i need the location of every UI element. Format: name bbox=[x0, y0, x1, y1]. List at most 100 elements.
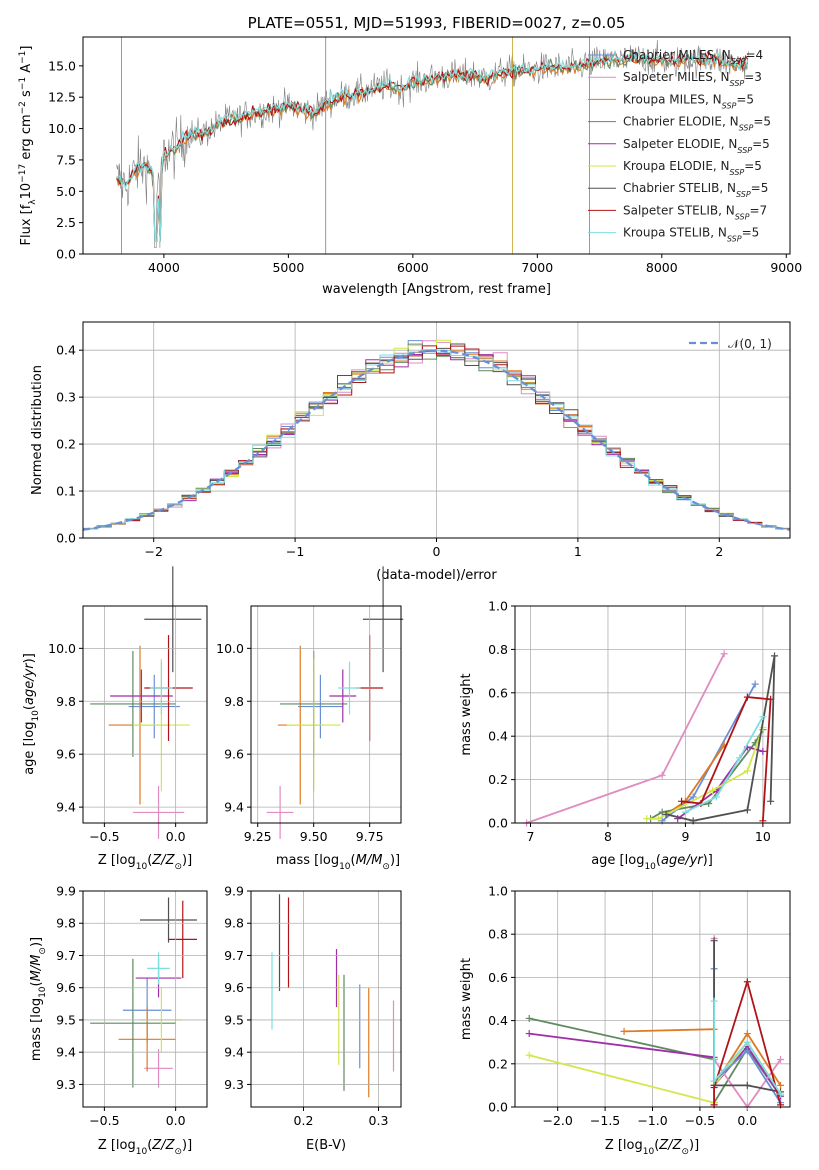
weight-marker bbox=[681, 808, 689, 816]
weight-vs-Z-ytick-label: 1.0 bbox=[488, 884, 508, 899]
age-vs-mass-ytick-label: 9.6 bbox=[224, 747, 244, 762]
age-vs-Z-frame bbox=[82, 605, 208, 824]
normal-legend-label: 𝒩(0, 1) bbox=[728, 337, 772, 351]
spectrum-xtick-label: 9000 bbox=[770, 260, 802, 275]
mass-vs-Z-ytick-label: 9.5 bbox=[56, 1012, 76, 1027]
weight-vs-age-ylabel: mass weight bbox=[459, 673, 474, 755]
age-vs-Z-ytick-label: 9.6 bbox=[56, 747, 76, 762]
legend-label: Salpeter STELIB, NSSP=7 bbox=[623, 203, 767, 221]
spectrum-ytick-label: 0.0 bbox=[56, 247, 76, 262]
spectrum-xlabel: wavelength [Angstrom, rest frame] bbox=[322, 282, 551, 297]
weight-marker bbox=[709, 786, 717, 794]
age-vs-mass-xtick-label: 9.75 bbox=[356, 829, 384, 844]
spectrum-xtick-label: 5000 bbox=[272, 260, 304, 275]
residuals-xtick-label: 1 bbox=[574, 544, 582, 559]
weight-marker bbox=[736, 754, 744, 762]
mass-vs-Z-xtick-label: −0.5 bbox=[89, 1113, 119, 1128]
spectrum-ytick-label: 10.0 bbox=[48, 121, 76, 136]
weight-marker bbox=[620, 1027, 628, 1035]
weight-marker bbox=[712, 793, 720, 801]
weight-vs-age-xtick-label: 7 bbox=[527, 829, 535, 844]
age-vs-mass-ytick-label: 9.4 bbox=[224, 800, 244, 815]
weight-marker bbox=[525, 1014, 533, 1022]
spectrum-frame bbox=[82, 36, 791, 255]
weight-marker bbox=[743, 1081, 751, 1089]
residuals-frame bbox=[82, 321, 791, 539]
weight-marker bbox=[658, 808, 666, 816]
weight-marker bbox=[710, 997, 718, 1005]
weight-vs-Z-xtick-label: −1.0 bbox=[637, 1113, 667, 1128]
weight-marker bbox=[767, 797, 775, 805]
mass-vs-EBV-ytick-label: 9.5 bbox=[224, 1012, 244, 1027]
weight-vs-age-ytick-label: 0.6 bbox=[488, 685, 508, 700]
weight-marker bbox=[525, 1030, 533, 1038]
weight-marker bbox=[710, 1084, 718, 1092]
age-vs-mass-ytick-label: 9.8 bbox=[224, 694, 244, 709]
weight-vs-age-ytick-label: 0.4 bbox=[488, 729, 508, 744]
weight-marker bbox=[662, 810, 670, 818]
spectrum-title: PLATE=0551, MJD=51993, FIBERID=0027, z=0… bbox=[248, 14, 626, 32]
age-vs-mass-ytick-label: 10.0 bbox=[216, 641, 244, 656]
legend-label: Chabrier STELIB, NSSP=5 bbox=[623, 181, 768, 199]
weight-marker bbox=[720, 650, 728, 658]
mass-vs-EBV-frame bbox=[250, 890, 402, 1108]
residuals-ytick-label: 0.4 bbox=[56, 343, 76, 358]
mass-vs-Z-ytick-label: 9.6 bbox=[56, 980, 76, 995]
weight-marker bbox=[710, 1077, 718, 1085]
mass-vs-EBV-ytick-label: 9.8 bbox=[224, 916, 244, 931]
legend-label: Kroupa MILES, NSSP=5 bbox=[623, 92, 754, 110]
weight-vs-Z-frame bbox=[514, 890, 791, 1108]
mass-vs-Z-ylabel: mass [log10(M/M⊙)] bbox=[29, 937, 48, 1061]
residuals-xtick-label: −2 bbox=[144, 544, 162, 559]
weight-marker bbox=[654, 815, 662, 823]
weight-marker bbox=[767, 695, 775, 703]
weight-vs-Z-xtick-label: 0.0 bbox=[737, 1113, 757, 1128]
age-vs-Z-ylabel: age [log10(age/yr)] bbox=[22, 653, 41, 775]
weight-vs-Z-plot-area bbox=[525, 935, 785, 1111]
age-vs-mass-frame bbox=[250, 605, 402, 824]
weight-vs-Z-xtick-label: −2.0 bbox=[542, 1113, 572, 1128]
residuals-ylabel: Normed distribution bbox=[30, 365, 45, 495]
mass-vs-EBV-ytick-label: 9.7 bbox=[224, 948, 244, 963]
weight-vs-Z-xtick-label: −0.5 bbox=[685, 1113, 715, 1128]
mass-vs-EBV-ytick-label: 9.3 bbox=[224, 1077, 244, 1092]
weight-vs-age-xtick-label: 9 bbox=[681, 829, 689, 844]
weight-marker bbox=[743, 767, 751, 775]
mass-vs-Z-ytick-label: 9.8 bbox=[56, 916, 76, 931]
age-vs-Z-ytick-label: 9.8 bbox=[56, 694, 76, 709]
weight-marker bbox=[759, 747, 767, 755]
legend-label: Kroupa STELIB, NSSP=5 bbox=[623, 226, 759, 244]
weight-vs-age-ytick-label: 0.8 bbox=[488, 642, 508, 657]
age-vs-mass-xtick-label: 9.50 bbox=[300, 829, 328, 844]
mass-vs-EBV-ytick-label: 9.6 bbox=[224, 980, 244, 995]
weight-marker bbox=[710, 937, 718, 945]
residuals-xtick-label: 0 bbox=[433, 544, 441, 559]
weight-vs-age-ytick-label: 1.0 bbox=[488, 599, 508, 614]
age-vs-Z-ytick-label: 10.0 bbox=[48, 641, 76, 656]
weight-vs-Z-ytick-label: 0.0 bbox=[488, 1100, 508, 1115]
mass-vs-Z-ytick-label: 9.3 bbox=[56, 1077, 76, 1092]
legend-label: Salpeter MILES, NSSP=3 bbox=[623, 70, 762, 88]
age-vs-Z-xtick-label: 0.0 bbox=[166, 829, 186, 844]
spectrum-xtick-label: 7000 bbox=[521, 260, 553, 275]
mass-vs-EBV-xtick-label: 0.2 bbox=[294, 1113, 314, 1128]
weight-vs-age-xtick-label: 10 bbox=[755, 829, 771, 844]
weight-vs-Z-ytick-label: 0.4 bbox=[488, 1013, 508, 1028]
legend-label: Salpeter ELODIE, NSSP=5 bbox=[623, 137, 770, 155]
residuals-ytick-label: 0.2 bbox=[56, 437, 76, 452]
weight-vs-age-frame bbox=[514, 605, 791, 824]
mass-vs-Z-ytick-label: 9.9 bbox=[56, 884, 76, 899]
mass-vs-Z-frame bbox=[82, 890, 208, 1108]
residuals-xlabel: (data-model)/error bbox=[376, 568, 497, 583]
weight-line bbox=[713, 1001, 782, 1095]
weight-marker bbox=[643, 815, 651, 823]
weight-vs-Z-xtick-label: −1.5 bbox=[590, 1113, 620, 1128]
weight-marker bbox=[658, 771, 666, 779]
weight-marker bbox=[743, 806, 751, 814]
model-spectrum-line bbox=[116, 49, 748, 243]
weight-marker bbox=[777, 1055, 785, 1063]
residuals-ytick-label: 0.0 bbox=[56, 531, 76, 546]
weight-marker bbox=[759, 713, 767, 721]
spectrum-ytick-label: 15.0 bbox=[48, 58, 76, 73]
